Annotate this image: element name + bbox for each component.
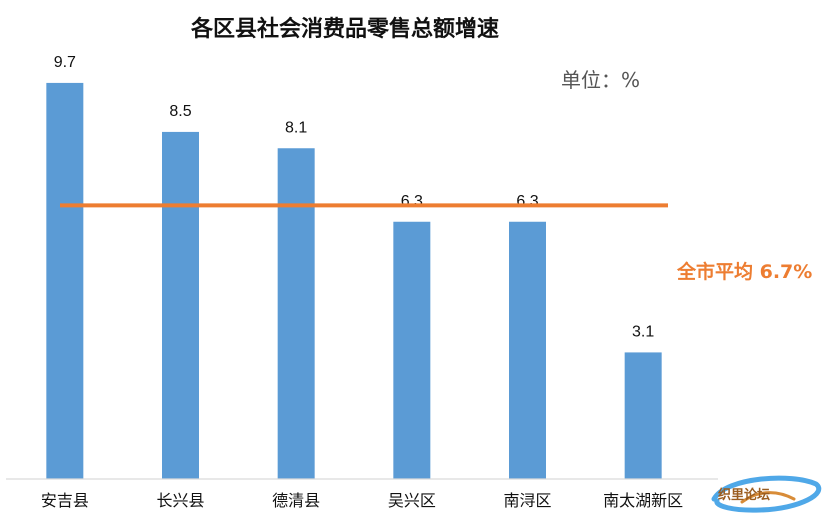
- bars-layer: [46, 82, 662, 480]
- x-tick-label-5: 南浔区: [503, 491, 551, 510]
- bar-value-label-3: 8.1: [285, 119, 307, 136]
- watermark-swoosh-icon: 织里论坛: [711, 475, 822, 513]
- unit-label: 单位：%: [561, 68, 640, 92]
- tick-labels-layer: 安吉县 长兴县 德清县 吴兴区 南浔区 南太湖新区: [41, 491, 683, 510]
- bar-4: [393, 221, 431, 479]
- average-reference-label: 全市平均 6.7%: [676, 260, 812, 283]
- bar-3: [277, 148, 315, 479]
- bar-1: [46, 82, 84, 480]
- watermark-logo: 织里论坛: [708, 470, 826, 514]
- bar-5: [509, 221, 546, 479]
- bar-2: [162, 131, 199, 479]
- x-tick-label-4: 吴兴区: [388, 491, 436, 510]
- chart-title: 各区县社会消费品零售总额增速: [190, 16, 499, 42]
- x-tick-label-1: 安吉县: [41, 491, 89, 510]
- x-tick-label-3: 德清县: [272, 491, 320, 510]
- watermark-text: 织里论坛: [718, 487, 770, 503]
- x-tick-label-6: 南太湖新区: [603, 491, 683, 510]
- bar-value-label-6: 3.1: [632, 323, 654, 340]
- value-labels-layer: 9.78.58.16.3 6.33.1: [54, 54, 655, 340]
- x-tick-label-2: 长兴县: [156, 491, 204, 510]
- bar-value-label-2: 8.5: [169, 103, 191, 120]
- bar-6: [624, 352, 662, 479]
- bar-value-label-1: 9.7: [54, 54, 76, 71]
